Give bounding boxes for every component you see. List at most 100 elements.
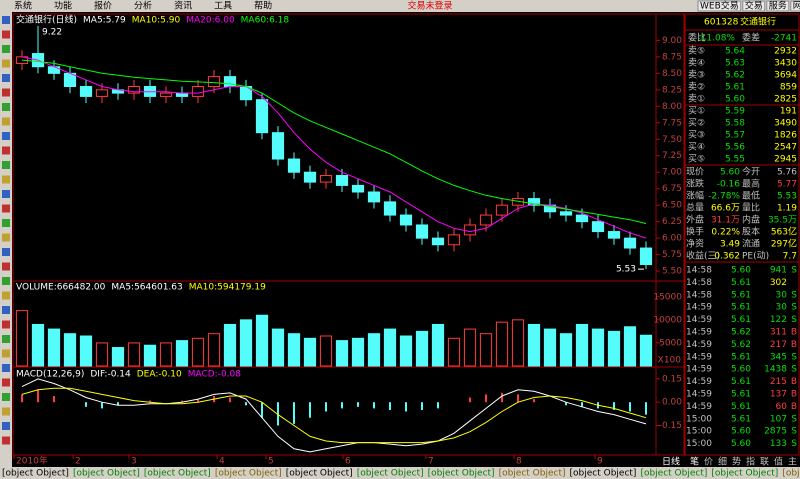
annotation: 5.53 [616,265,636,275]
panel-tab[interactable]: 笔 [690,456,699,468]
toolbar-icon[interactable] [2,30,10,39]
trade-tick: 15:00 [686,414,712,424]
period-tab[interactable]: 日线 [662,456,680,468]
toolbar-icon[interactable] [2,407,10,416]
toolbar-icon[interactable] [2,59,10,68]
toolbar-icon[interactable] [2,436,10,445]
quote-field: 66.6万 [711,204,740,214]
y-tick-label: 7.50 [662,135,682,145]
toolbar-icon[interactable] [2,422,10,430]
toolbar-icon[interactable] [2,88,10,97]
toolbar-icon[interactable] [2,233,10,242]
panel-tab[interactable]: 势 [732,456,741,468]
toolbar-icon[interactable] [2,277,10,285]
panel-tab[interactable]: 价 [704,457,713,468]
toolbar-button-label[interactable]: WEB交易 [700,0,739,12]
menu-item[interactable]: 工具 [214,1,232,12]
panel-tab[interactable]: 主 [788,456,797,468]
toolbar-icon[interactable] [2,349,10,358]
toolbar-icon[interactable] [2,190,10,198]
trade-tick: 15:00 [686,427,712,437]
toolbar-icon[interactable] [2,117,10,126]
volume-bar [591,328,605,367]
toolbar-button-label[interactable]: 交易 [745,0,763,12]
toolbar-icon[interactable] [2,161,10,169]
y-tick-label: 9.00 [662,36,682,46]
menu-item[interactable]: 分析 [134,0,152,12]
trade-tick: S [791,266,797,276]
trade-tick: 15:00 [686,439,712,449]
toolbar-icon[interactable] [2,335,10,343]
quote-field: 0.362 [714,252,740,262]
toolbar-icon[interactable] [2,378,10,387]
volume-bar [79,335,93,367]
toolbar-button[interactable] [790,0,800,12]
panel-tab[interactable]: 指 [746,456,755,468]
order-book-cell: 2932 [774,47,797,57]
status-item: [object Object] [782,469,800,479]
y-tick-label: 5.50 [662,267,682,277]
candle-body [191,86,205,97]
toolbar-icon[interactable] [2,175,10,184]
toolbar-icon[interactable] [2,74,10,82]
toolbar-icon[interactable] [2,204,10,213]
toolbar-button[interactable] [697,0,742,12]
candle-body [47,66,61,74]
toolbar-icon[interactable] [2,248,10,256]
candle-body [527,198,541,206]
volume-bar [607,330,621,367]
y-tick-label: 8.50 [662,69,682,79]
toolbar-icon[interactable] [2,132,10,140]
trade-tick: 5.62 [731,328,751,338]
panel-tab[interactable]: 联 [760,457,769,468]
candle-body [351,184,365,193]
toolbar-icon[interactable] [2,103,10,111]
status-item: [object Object] [428,469,495,479]
panel-tab[interactable]: 细 [718,456,727,468]
toolbar-button-label[interactable]: 服务 [769,0,787,12]
quote-field: 换手 [686,226,704,238]
menu-item[interactable]: 功能 [54,0,72,12]
toolbar-button[interactable] [766,0,790,12]
trade-tick: 14:59 [686,365,712,375]
candle-body [591,221,605,233]
toolbar-icon[interactable] [2,364,10,372]
menu-item[interactable]: 系统 [14,0,32,12]
toolbar-icon[interactable] [2,45,10,53]
toolbar-icon[interactable] [2,291,10,300]
toolbar-icon[interactable] [2,16,10,24]
quote-field: 最低 [742,190,760,202]
candle-body [399,214,413,226]
toolbar-icon[interactable] [2,219,10,227]
trade-tick: 5.61 [731,303,751,313]
menu-item[interactable]: 帮助 [254,0,272,12]
volume-bar [319,335,333,367]
trade-tick: 302 [770,278,787,288]
volume-bar [351,337,365,367]
status-item: [object Object] [357,469,424,479]
toolbar-button-label[interactable]: 网站 [793,0,800,12]
toolbar-icon[interactable] [2,146,10,155]
toolbar-icon[interactable] [2,306,10,314]
y-tick-label: 6.00 [662,234,682,244]
menu-item[interactable]: 报价 [94,0,112,12]
panel-tab[interactable]: 值 [774,456,783,468]
order-book-cell: 5.57 [725,131,745,141]
toolbar-icon[interactable] [2,262,10,271]
order-book-cell: 买③ [688,130,705,141]
ratio-cell: 委差 [742,32,760,44]
y-tick-label: 10000 [653,315,682,325]
volume-bar [287,333,301,367]
toolbar-button[interactable] [742,0,766,12]
candle-body [463,224,477,236]
trade-tick: 5.61 [731,352,751,362]
toolbar-icon[interactable] [2,393,10,401]
menu-item[interactable]: 资讯 [174,1,192,12]
macd-line [21,387,647,444]
status-item: [object Object] [73,469,140,479]
candle-body [415,224,429,239]
quote-field: 今开 [742,166,760,178]
indicator: MA10:5.90 [132,16,181,26]
toolbar-icon[interactable] [2,320,10,329]
trade-tick: 5.61 [731,290,751,300]
